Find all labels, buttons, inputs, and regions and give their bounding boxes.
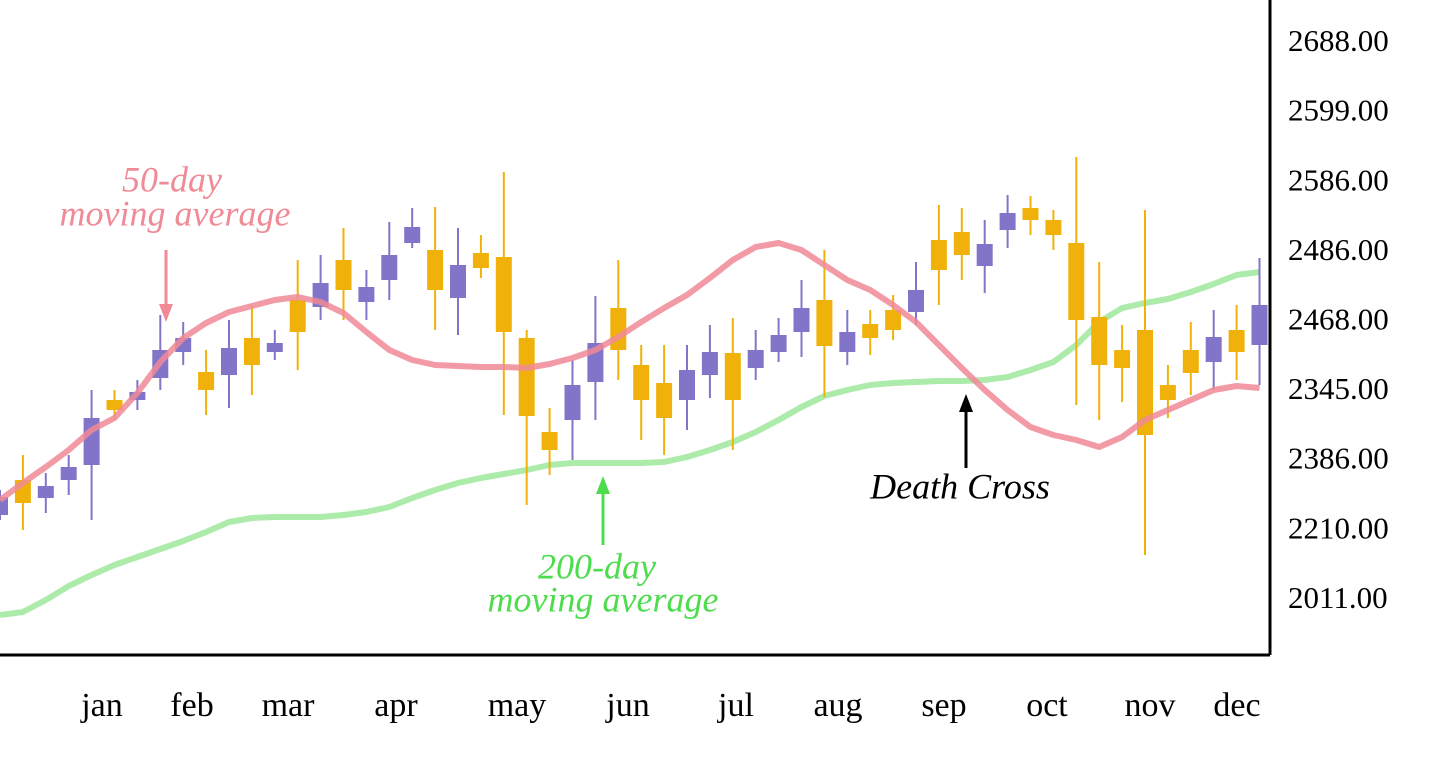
candle-body (908, 290, 924, 312)
annotation: moving average (488, 579, 719, 619)
candle-body (266, 343, 283, 352)
candle-body (106, 400, 123, 410)
y-tick-label: 2011.00 (1288, 580, 1388, 615)
candle-body (564, 385, 581, 420)
candle-body (1205, 337, 1222, 362)
x-tick-label: apr (374, 687, 418, 724)
annotation: moving average (60, 193, 291, 233)
candle-body (1068, 243, 1085, 320)
x-tick-label: dec (1213, 687, 1260, 724)
candle-body (862, 324, 879, 338)
moving-average-line (0, 269, 1260, 618)
annotation: 200-day (538, 546, 656, 586)
candle-body (60, 467, 77, 480)
x-tick-label: jun (605, 687, 649, 724)
candle-body (976, 244, 993, 266)
candle-body (930, 240, 947, 270)
candle-body (1228, 330, 1245, 352)
y-tick-label: 2345.00 (1288, 371, 1389, 406)
candle-body (198, 372, 215, 390)
x-tick-label: oct (1026, 687, 1068, 724)
candle-body (518, 338, 535, 416)
candle-body (1114, 350, 1131, 368)
annotation-arrowhead (959, 394, 973, 412)
y-tick-label: 2586.00 (1288, 162, 1389, 197)
y-tick-label: 2468.00 (1288, 302, 1389, 337)
y-tick-label: 2486.00 (1288, 232, 1389, 267)
x-tick-label: jul (717, 687, 754, 724)
candle-body (793, 308, 810, 332)
x-tick-label: mar (262, 687, 316, 724)
candle-body (541, 432, 558, 450)
y-tick-label: 2210.00 (1288, 510, 1389, 545)
candle-body (495, 257, 512, 332)
candle-body (243, 338, 260, 365)
annotation: Death Cross (869, 466, 1050, 506)
x-tick-label: nov (1125, 687, 1176, 724)
candle-body (1182, 350, 1199, 373)
annotation-arrowhead (596, 476, 610, 494)
candle-body (747, 350, 764, 368)
candle-body (0, 497, 8, 515)
candle-body (381, 255, 398, 280)
candle-body (1045, 220, 1062, 235)
candle-body (701, 352, 718, 375)
candle-body (610, 308, 627, 350)
candle-body (404, 227, 421, 243)
candle-body (358, 287, 375, 302)
candle-body (999, 213, 1016, 230)
candle-body (679, 370, 695, 400)
candle-body (816, 300, 833, 346)
x-tick-label: aug (813, 687, 862, 724)
candle-body (335, 260, 352, 290)
candle-body (633, 365, 650, 400)
x-tick-label: feb (170, 687, 213, 724)
annotation-arrowhead (159, 304, 173, 322)
x-tick-label: may (488, 687, 547, 724)
x-tick-label: jan (80, 687, 123, 724)
candle-body (221, 348, 237, 375)
candle-body (1137, 330, 1153, 435)
candle-body (1022, 208, 1039, 220)
candle-body (724, 353, 741, 400)
candle-body (1091, 317, 1108, 365)
candle-body (427, 250, 444, 290)
candle-body (770, 335, 787, 352)
candle-body (450, 265, 466, 298)
y-tick-label: 2386.00 (1288, 441, 1389, 476)
candle-body (37, 486, 54, 498)
candle-body (472, 253, 489, 268)
candle-body (953, 232, 970, 255)
y-tick-label: 2599.00 (1288, 93, 1389, 128)
candle-body (1159, 385, 1176, 400)
x-tick-label: sep (921, 687, 966, 724)
candle-body (289, 300, 306, 332)
candle-body (1251, 305, 1268, 345)
candle-body (656, 383, 673, 418)
y-tick-label: 2688.00 (1288, 23, 1389, 58)
annotation: 50-day (122, 159, 222, 199)
candle-body (885, 310, 902, 330)
moving-average-line (0, 240, 1260, 503)
candle-body (839, 332, 856, 352)
